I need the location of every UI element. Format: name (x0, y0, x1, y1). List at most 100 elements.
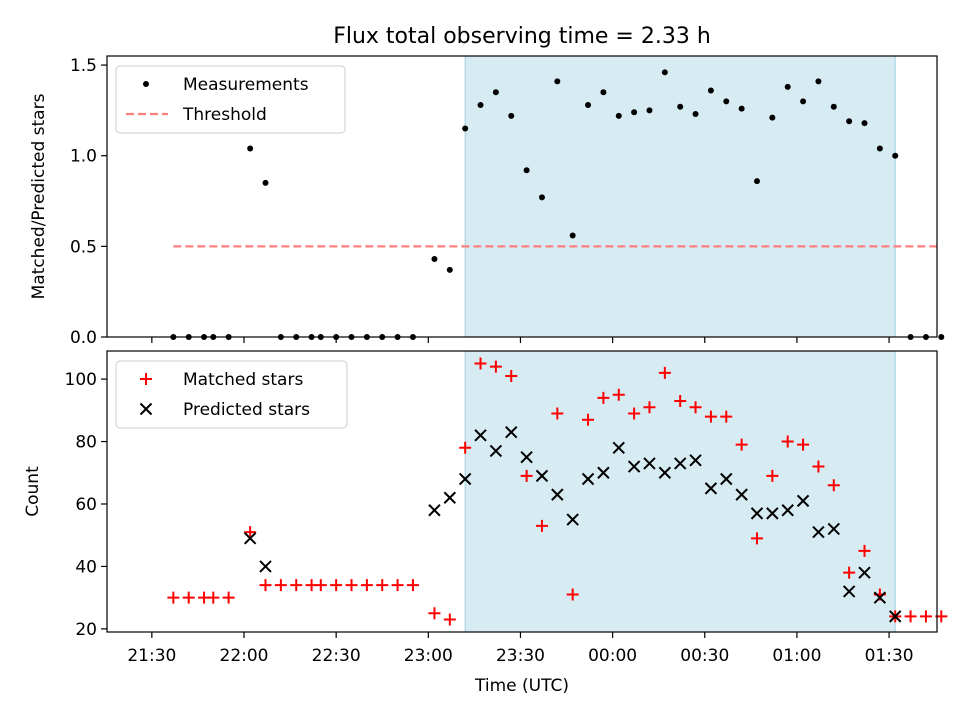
x-tick-label: 22:30 (312, 646, 361, 666)
predicted-stars-point (689, 454, 702, 467)
matched-stars-point (443, 613, 456, 626)
legend-box (115, 360, 348, 429)
predicted-stars-point (535, 469, 549, 483)
matched-stars-point (674, 394, 687, 407)
matched-stars-point (766, 469, 779, 482)
measurement-point (661, 69, 668, 76)
matched-stars-point (919, 610, 932, 623)
legend-matched-swatch (140, 373, 152, 385)
y-tick-label: 100 (65, 370, 97, 390)
predicted-stars-point (720, 472, 733, 486)
predicted-stars-point (643, 457, 656, 470)
y-tick-label: 80 (75, 433, 97, 453)
measurement-point (508, 112, 515, 119)
matched-stars-point (505, 369, 518, 382)
predicted-stars-point (474, 429, 487, 442)
legend-predicted-swatch (139, 402, 153, 416)
measurement-point (262, 179, 269, 186)
x-tick-label: 00:00 (588, 646, 637, 666)
y-axis-label: Matched/Predicted stars (29, 93, 49, 299)
measurement-point (938, 334, 945, 340)
measurement-point (753, 178, 760, 185)
predicted-stars-point (704, 482, 718, 495)
measurement-point (800, 98, 807, 105)
matched-stars-point (345, 579, 358, 592)
legend: Measurements Threshold (115, 65, 346, 134)
predicted-stars-point (781, 504, 794, 517)
x-tick-label: 22:00 (220, 646, 269, 666)
predicted-stars-point (243, 532, 257, 545)
predicted-stars-point (597, 466, 610, 479)
measurement-point (538, 194, 545, 201)
matched-stars-point (843, 566, 856, 579)
measurement-point (646, 107, 653, 114)
matched-stars-point (459, 441, 472, 454)
measurement-point (492, 89, 499, 96)
y-tick-label: 20 (75, 620, 97, 640)
measurement-point (677, 103, 684, 110)
predicted-stars-point (259, 560, 272, 573)
matched-stars-point (182, 591, 195, 604)
matched-stars-point (750, 532, 763, 545)
predicted-stars-point (581, 472, 595, 486)
predicted-stars-point (889, 610, 902, 623)
measurement-point (846, 118, 853, 125)
predicted-stars-point (458, 472, 472, 486)
measurement-point (569, 232, 576, 239)
matched-stars-point (720, 410, 733, 423)
series-predicted-stars (243, 425, 902, 623)
matched-stars-point (360, 579, 373, 592)
chart-title: Flux total observing time = 2.33 h (333, 24, 711, 49)
legend-label: Threshold (182, 105, 267, 125)
panel-top: 0.0 0.5 1.0 1.5 Matched/Predicted stars Measu… (29, 55, 945, 348)
matched-stars-point (428, 607, 441, 620)
matched-stars-point (582, 413, 595, 426)
matched-stars-point (551, 407, 564, 420)
matched-stars-point (290, 579, 303, 592)
y-tick-label: 1.5 (70, 56, 97, 76)
measurement-point (462, 125, 469, 132)
matched-stars-point (597, 391, 610, 404)
axes-frame (106, 350, 938, 633)
matched-stars-point (612, 388, 625, 401)
legend-label: Matched stars (183, 370, 303, 390)
matched-stars-point (274, 579, 287, 592)
matched-stars-point (812, 460, 825, 473)
measurement-point (554, 78, 561, 85)
predicted-stars-point (673, 457, 687, 470)
predicted-stars-point (505, 425, 518, 439)
x-tick-label: 23:30 (496, 646, 545, 666)
measurement-point (830, 103, 837, 110)
predicted-stars-point (766, 507, 779, 520)
observing-window-span (464, 55, 896, 338)
predicted-stars-point (812, 525, 825, 539)
matched-stars-point (244, 526, 257, 539)
predicted-stars-point (750, 507, 764, 520)
y-tick-label: 0.0 (70, 328, 97, 348)
legend: Matched stars Predicted stars (115, 360, 348, 429)
measurement-point (477, 101, 484, 108)
predicted-stars-point (827, 522, 840, 536)
matched-stars-point (535, 519, 548, 532)
predicted-stars-point (566, 513, 579, 526)
matched-stars-point (314, 579, 327, 592)
y-axis-label: Count (23, 466, 43, 517)
measurement-point (247, 145, 254, 152)
matched-stars-point (259, 579, 272, 592)
measurement-point (523, 167, 530, 174)
x-axis-label: Time (UTC) (474, 676, 569, 696)
matched-stars-point (566, 588, 579, 601)
y-tick-label: 60 (75, 495, 97, 515)
predicted-stars-point (612, 441, 625, 454)
predicted-stars-point (842, 585, 856, 598)
matched-stars-point (406, 579, 419, 592)
matched-stars-point (222, 591, 235, 604)
measurement-point (892, 152, 899, 159)
matched-stars-point (330, 579, 343, 592)
matched-stars-point (781, 435, 794, 448)
predicted-stars-point (627, 460, 641, 473)
predicted-stars-point (551, 488, 564, 501)
observing-window-span (464, 350, 896, 633)
legend-label: Measurements (183, 75, 309, 95)
measurement-point (446, 266, 453, 273)
